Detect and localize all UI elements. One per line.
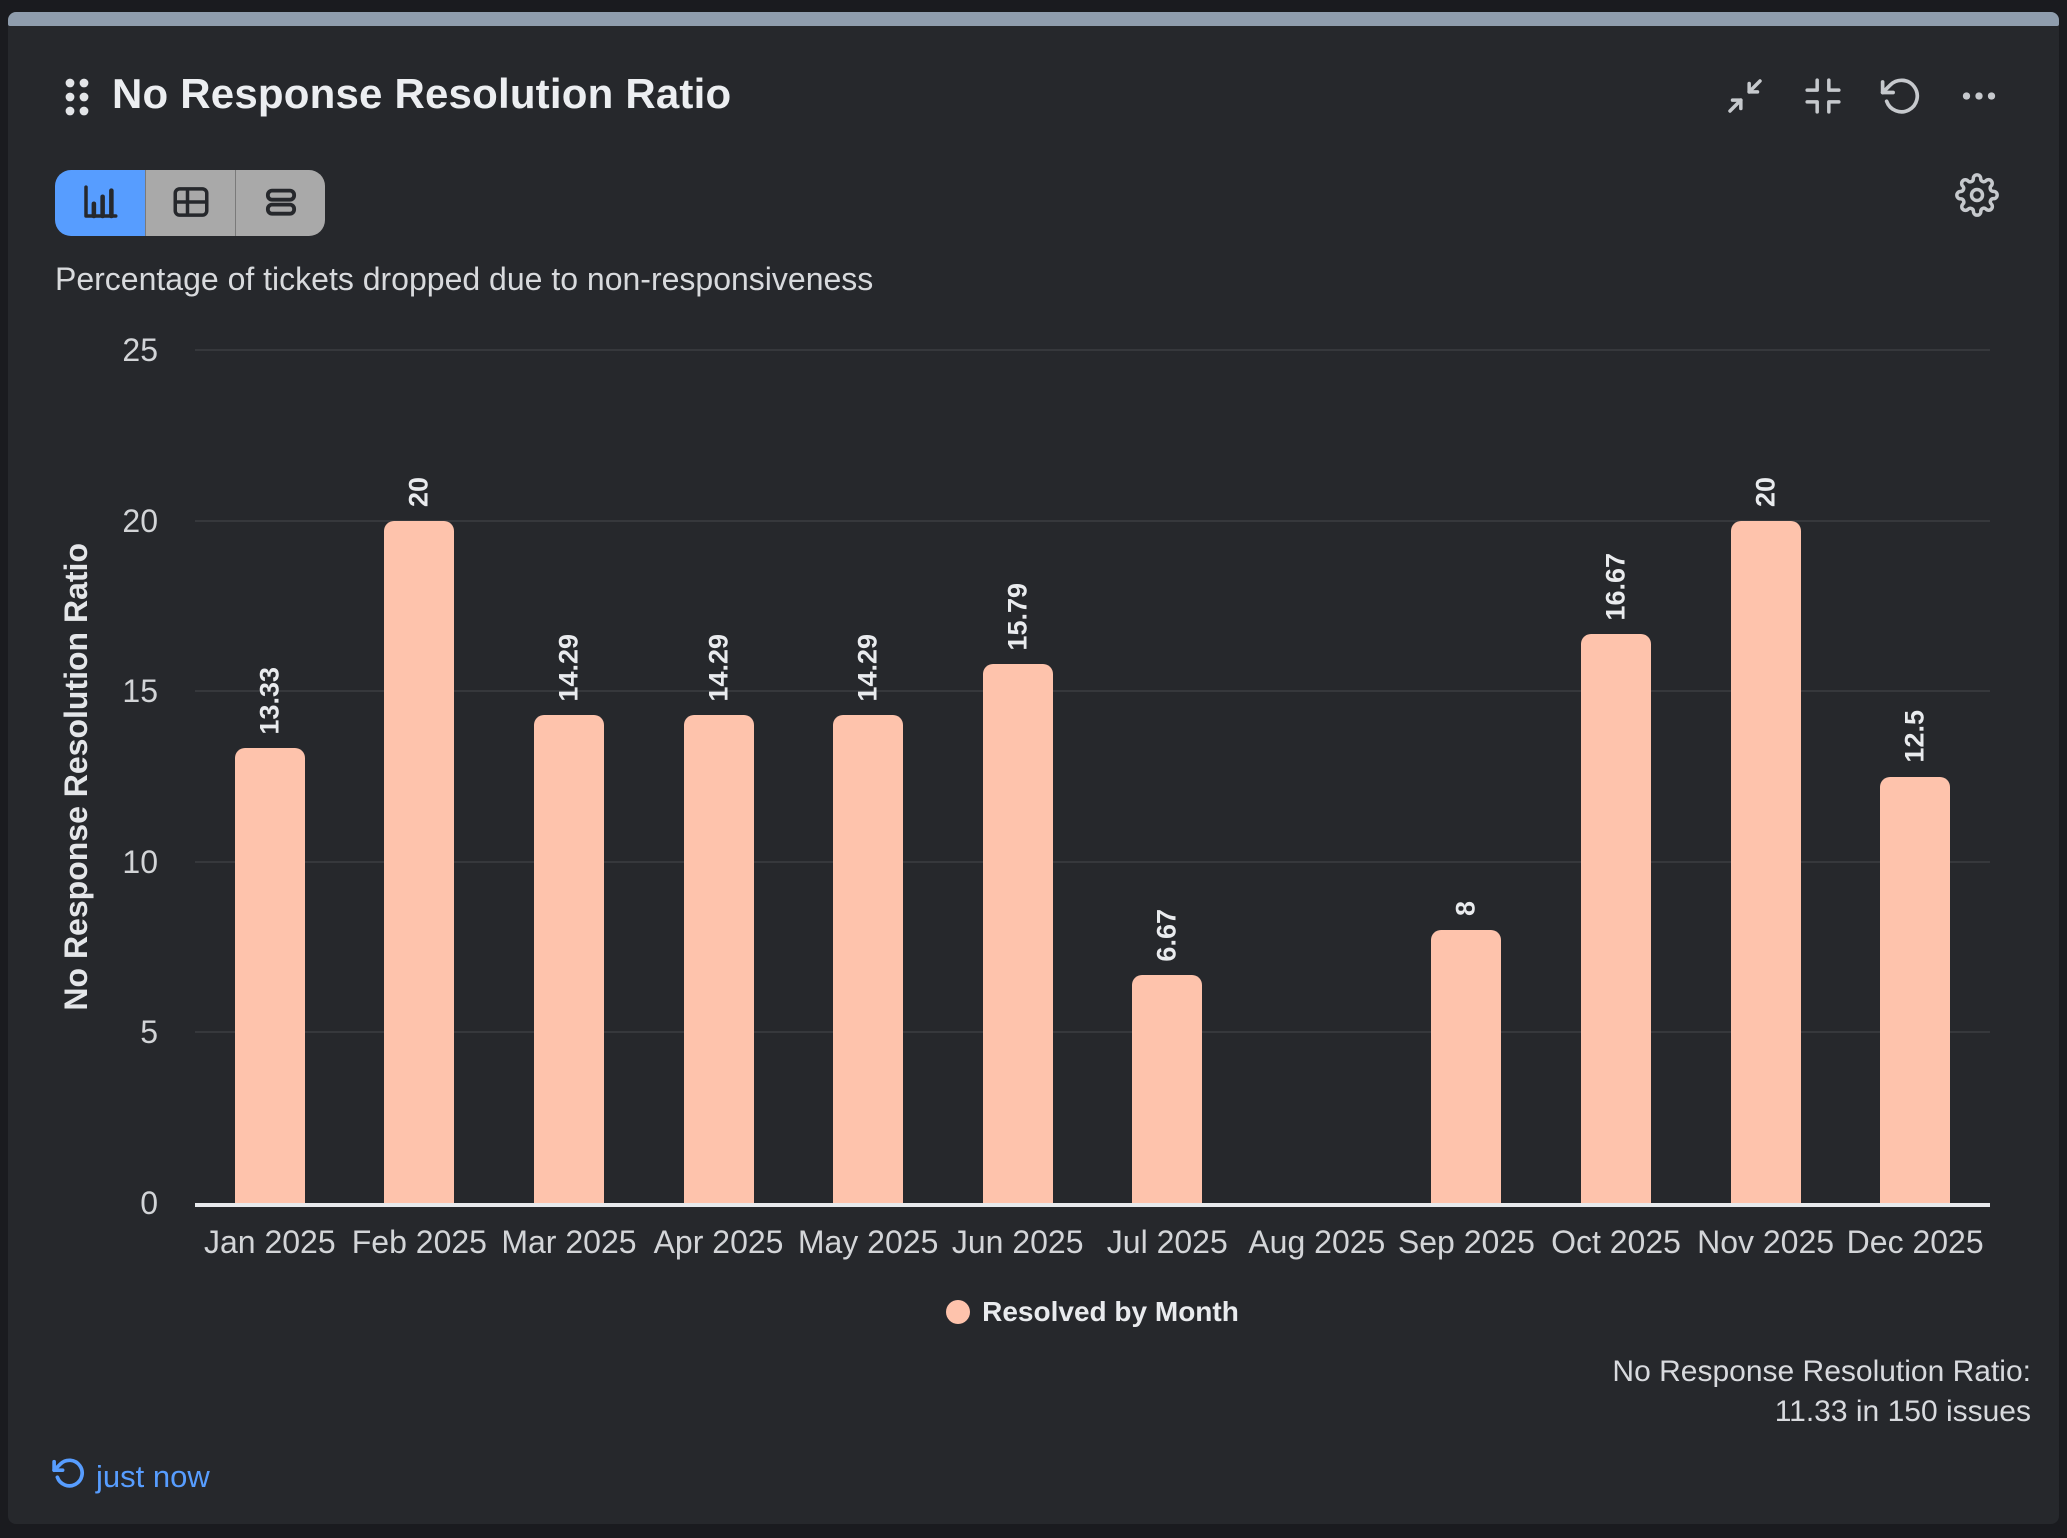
bar-value-label: 20 (403, 476, 434, 507)
x-tick-label: Jul 2025 (1106, 1224, 1228, 1260)
bar-value-label: 13.33 (254, 666, 285, 735)
drag-handle-icon[interactable] (62, 76, 92, 118)
x-axis-labels: Jan 2025 Feb 2025 Mar 2025 Apr 2025 May 2025… (195, 1224, 1990, 1261)
collapse-icon (1725, 76, 1765, 116)
bar-sep-2025[interactable] (1431, 930, 1502, 1203)
bar-chart-icon (79, 181, 121, 226)
y-tick-label: 10 (122, 843, 158, 880)
x-tick-label: Mar 2025 (501, 1224, 637, 1260)
bar-jun-2025[interactable] (982, 664, 1053, 1203)
plot-area: 13.33 20 14.29 14.29 14.29 15.79 6.67 8 16.67 20 1… (195, 349, 1990, 1207)
bar-slot: 14.29 (494, 350, 644, 1203)
refresh-timestamp: just now (96, 1459, 210, 1494)
legend-item[interactable]: Resolved by Month (195, 1296, 1990, 1328)
y-tick-label: 5 (140, 1014, 158, 1051)
bar-mar-2025[interactable] (533, 715, 604, 1203)
legend-marker (946, 1300, 971, 1324)
reload-icon (1880, 75, 1922, 117)
gridline (195, 349, 1990, 351)
bar-oct-2025[interactable] (1580, 634, 1651, 1203)
bar-feb-2025[interactable] (384, 520, 455, 1203)
bar-nov-2025[interactable] (1730, 520, 1801, 1203)
bar-slot: 20 (1691, 350, 1841, 1203)
chart-subtitle: Percentage of tickets dropped due to non… (55, 261, 874, 297)
bar-slot: 6.67 (1092, 350, 1242, 1203)
gridline (195, 1031, 1990, 1034)
x-tick-label: Nov 2025 (1697, 1224, 1835, 1260)
bar-value-label: 14.29 (852, 633, 883, 702)
gridline (195, 690, 1990, 693)
rows-view-button[interactable] (235, 170, 325, 236)
x-tick-label: May 2025 (797, 1224, 939, 1260)
more-options-button[interactable] (1955, 72, 2003, 120)
summary-text: No Response Resolution Ratio: 11.33 in 1… (1612, 1352, 2031, 1432)
bar-slot (1242, 350, 1392, 1203)
bar-slot: 12.5 (1840, 350, 1990, 1203)
y-axis-ticks: 0 5 10 15 20 25 (88, 334, 158, 1219)
bar-slot: 13.33 (195, 350, 345, 1203)
bar-value-label: 20 (1750, 476, 1781, 507)
bar-slot: 15.79 (943, 350, 1093, 1203)
y-tick-label: 15 (122, 673, 158, 710)
x-tick-label: Oct 2025 (1551, 1224, 1681, 1260)
gadget-card: No Response Resolution Ratio (8, 12, 2059, 1524)
legend-label: Resolved by Month (982, 1296, 1239, 1327)
refresh-control[interactable]: just now (52, 1456, 210, 1498)
table-icon (170, 181, 212, 226)
bar-value-label: 14.29 (703, 633, 734, 702)
y-tick-label: 20 (122, 502, 158, 539)
x-tick-label: Apr 2025 (653, 1224, 784, 1260)
y-tick-label: 0 (140, 1185, 158, 1221)
gadget-title: No Response Resolution Ratio (112, 70, 732, 117)
bar-may-2025[interactable] (833, 715, 904, 1203)
x-tick-label: Sep 2025 (1397, 1224, 1535, 1260)
y-tick-label: 25 (122, 332, 158, 368)
bar-jul-2025[interactable] (1132, 975, 1203, 1203)
bar-value-label: 14.29 (553, 633, 584, 702)
view-toggle-group (55, 170, 325, 236)
gridline (195, 519, 1990, 522)
top-drag-bar[interactable] (8, 12, 2059, 26)
summary-line-2: 11.33 in 150 issues (1774, 1395, 2031, 1428)
bar-slot: 8 (1392, 350, 1542, 1203)
bar-value-label: 6.67 (1151, 908, 1182, 962)
gear-icon (1955, 172, 1999, 220)
gridline (195, 860, 1990, 863)
stacked-rows-icon (260, 181, 302, 226)
contract-button[interactable] (1799, 72, 1847, 120)
refresh-icon (52, 1456, 86, 1498)
bar-value-label: 15.79 (1002, 582, 1033, 651)
chart-view-button[interactable] (55, 170, 145, 236)
ellipsis-icon (1959, 76, 1999, 116)
table-view-button[interactable] (145, 170, 235, 236)
x-tick-label: Feb 2025 (351, 1224, 487, 1260)
contract-corners-icon (1803, 76, 1843, 116)
bar-jan-2025[interactable] (234, 748, 305, 1203)
collapse-button[interactable] (1721, 72, 1769, 120)
bar-slot: 14.29 (793, 350, 943, 1203)
summary-line-1: No Response Resolution Ratio: (1612, 1355, 2031, 1388)
bar-value-label: 8 (1450, 901, 1481, 917)
x-tick-label: Dec 2025 (1846, 1224, 1984, 1260)
bar-value-label: 12.5 (1899, 709, 1930, 763)
bar-apr-2025[interactable] (683, 715, 754, 1203)
x-tick-label: Aug 2025 (1248, 1224, 1386, 1260)
reload-button[interactable] (1877, 72, 1925, 120)
bar-slot: 16.67 (1541, 350, 1691, 1203)
x-tick-label: Jan 2025 (203, 1224, 336, 1260)
bar-value-label: 16.67 (1600, 552, 1631, 621)
x-tick-label: Jun 2025 (951, 1224, 1084, 1260)
bar-dec-2025[interactable] (1880, 776, 1951, 1203)
gadget-actions (1721, 72, 2003, 120)
bar-slot: 14.29 (644, 350, 794, 1203)
bar-slot: 20 (345, 350, 495, 1203)
settings-button[interactable] (1951, 170, 2003, 222)
